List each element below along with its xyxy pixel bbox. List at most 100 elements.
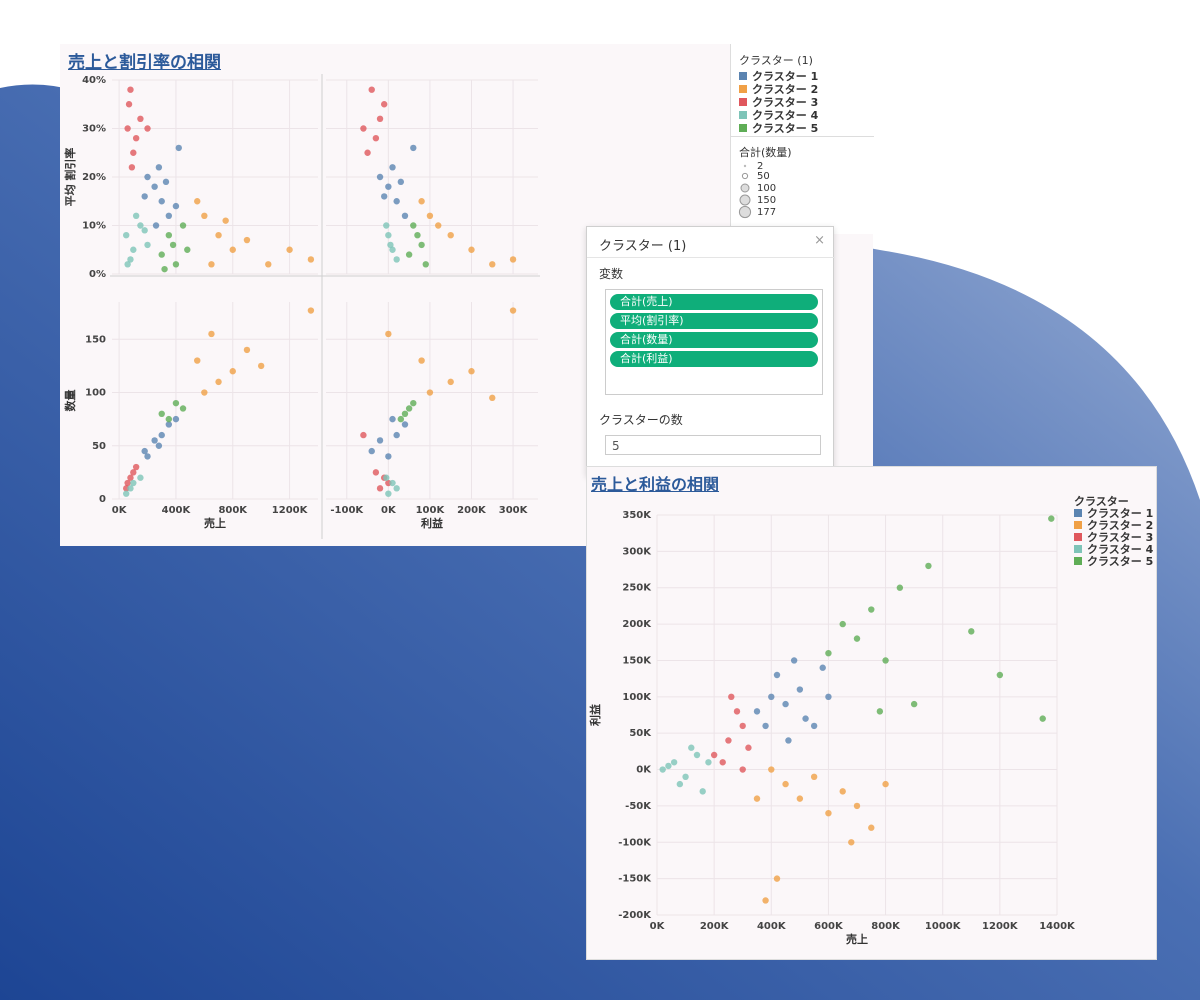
data-point[interactable] [733,708,741,715]
data-point[interactable] [819,664,826,671]
data-point[interactable] [208,261,215,268]
data-point[interactable] [739,766,746,773]
data-point[interactable] [179,405,187,412]
data-point[interactable] [383,474,390,481]
cluster-count-input[interactable]: 5 [605,435,821,455]
data-point[interactable] [925,562,932,570]
data-point[interactable] [710,751,718,759]
data-point[interactable] [782,700,789,708]
data-point[interactable] [201,389,208,396]
bottom-chart-title[interactable]: 売上と利益の相関 [591,475,720,494]
data-point[interactable] [155,164,163,171]
data-point[interactable] [393,198,400,205]
data-point[interactable] [410,144,417,152]
data-point[interactable] [383,222,390,229]
data-point[interactable] [132,212,140,219]
data-point[interactable] [868,606,875,613]
data-point[interactable] [393,431,400,439]
data-point[interactable] [682,773,689,781]
data-point[interactable] [773,671,781,679]
data-point[interactable] [385,490,392,497]
data-point[interactable] [1048,515,1055,522]
cluster-legend-item[interactable]: クラスター 1 [739,68,818,84]
data-point[interactable] [848,839,855,846]
data-point[interactable] [489,394,496,402]
data-point[interactable] [144,241,151,249]
top-chart-title[interactable]: 売上と割引率の相関 [68,53,221,73]
data-point[interactable] [158,431,165,439]
data-point[interactable] [418,241,425,249]
bottom-legend-item[interactable]: クラスター 2 [1074,517,1153,533]
bottom-legend-item[interactable]: クラスター 1 [1074,505,1153,521]
data-point[interactable] [151,183,158,190]
data-point[interactable] [380,193,388,200]
data-point[interactable] [447,378,454,386]
data-point[interactable] [194,198,201,205]
data-point[interactable] [127,485,134,492]
data-point[interactable] [141,193,148,200]
data-point[interactable] [144,173,151,181]
data-point[interactable] [739,722,746,730]
data-point[interactable] [123,490,130,497]
data-point[interactable] [405,251,413,258]
data-point[interactable] [468,246,475,253]
data-point[interactable] [172,415,180,423]
data-point[interactable] [405,405,413,412]
data-point[interactable] [418,198,425,205]
data-point[interactable] [825,649,832,657]
data-point[interactable] [385,453,392,460]
data-point[interactable] [825,809,832,817]
data-point[interactable] [825,693,832,701]
data-point[interactable] [853,802,861,810]
data-point[interactable] [745,744,752,751]
data-point[interactable] [243,236,251,244]
data-point[interactable] [768,766,775,773]
data-point[interactable] [418,357,425,364]
data-point[interactable] [128,164,136,171]
data-point[interactable] [659,766,666,773]
cluster-legend-item[interactable]: クラスター 2 [739,81,818,97]
data-point[interactable] [762,897,769,904]
data-point[interactable] [676,780,684,788]
data-point[interactable] [796,795,804,802]
data-point[interactable] [158,198,165,205]
data-point[interactable] [155,442,163,449]
data-point[interactable] [165,421,173,428]
data-point[interactable] [201,212,208,219]
close-icon[interactable]: × [814,233,825,248]
data-point[interactable] [401,212,409,219]
data-point[interactable] [141,227,148,234]
data-point[interactable] [435,222,442,229]
variables-box[interactable]: 合計(売上) 平均(割引率) 合計(数量) 合計(利益) [605,289,823,395]
data-point[interactable] [397,178,405,186]
data-point[interactable] [229,368,236,375]
data-point[interactable] [169,241,177,249]
data-point[interactable] [144,125,151,132]
data-point[interactable] [132,463,140,471]
data-point[interactable] [229,246,236,253]
variable-pill[interactable]: 合計(数量) [610,332,818,348]
variable-pill[interactable]: 合計(売上) [610,294,818,310]
data-point[interactable] [839,788,846,795]
data-point[interactable] [194,357,201,364]
data-point[interactable] [693,751,701,759]
data-point[interactable] [130,246,137,253]
data-point[interactable] [996,671,1004,679]
data-point[interactable] [876,708,884,715]
data-point[interactable] [144,453,151,460]
data-point[interactable] [509,256,517,263]
data-point[interactable] [725,737,732,744]
cluster-legend-item[interactable]: クラスター 5 [739,120,818,136]
data-point[interactable] [868,824,875,831]
data-point[interactable] [152,222,160,229]
data-point[interactable] [385,232,392,239]
data-point[interactable] [705,759,712,766]
data-point[interactable] [127,86,134,93]
data-point[interactable] [796,686,804,693]
data-point[interactable] [130,149,137,156]
data-point[interactable] [364,149,371,156]
data-point[interactable] [910,700,918,708]
data-point[interactable] [307,256,315,263]
data-point[interactable] [387,241,394,249]
data-point[interactable] [802,715,809,722]
